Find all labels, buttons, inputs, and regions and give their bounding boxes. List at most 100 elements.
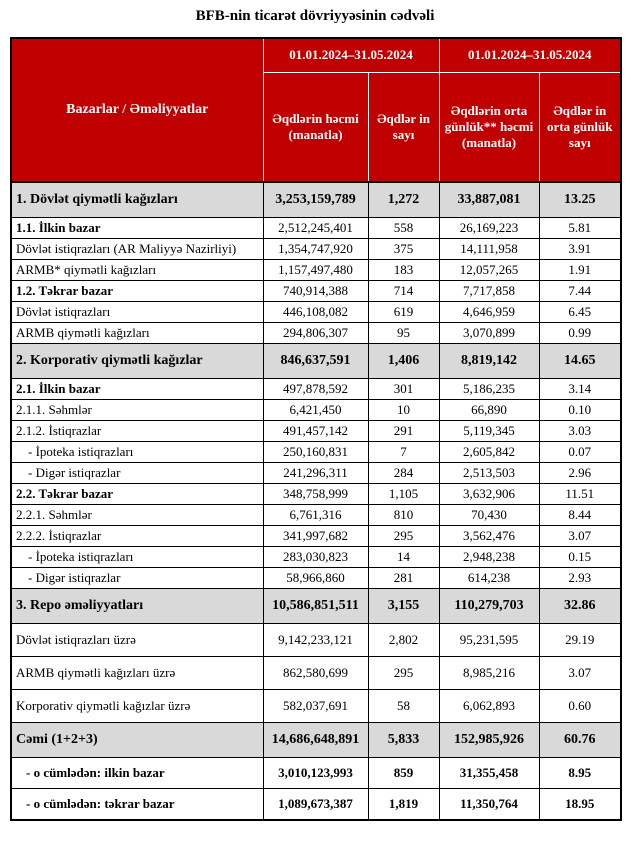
row-value: 13.25 (538, 181, 622, 218)
row-value: 281 (367, 567, 440, 589)
table-row: 1. Dövlət qiymətli kağızları 3,253,159,78… (10, 181, 622, 218)
row-value: 8,985,216 (438, 656, 540, 690)
row-value: 3,155 (367, 588, 440, 624)
row-value: 4,646,959 (438, 301, 540, 323)
table-row: 1.1. İlkin bazar 2,512,245,401 558 26,169,2… (10, 217, 622, 239)
row-value: 70,430 (438, 504, 540, 526)
row-value: 3.91 (538, 238, 622, 260)
row-value: 2,513,503 (438, 462, 540, 484)
row-label: - o cümlədən: ilkin bazar (10, 757, 264, 789)
row-value: 6,062,893 (438, 689, 540, 723)
row-value: 0.10 (538, 399, 622, 421)
table-row: 2.2.2. İstiqrazlar 341,997,682 295 3,562,47… (10, 525, 622, 547)
row-value: 0.60 (538, 689, 622, 723)
row-label: 2.1.1. Səhmlər (10, 399, 264, 421)
row-label: 1. Dövlət qiymətli kağızları (10, 181, 264, 218)
table-row: - o cümlədən: ilkin bazar 3,010,123,993 85… (10, 757, 622, 789)
row-value: 14,686,648,891 (262, 722, 369, 758)
row-value: 5,186,235 (438, 378, 540, 400)
row-value: 1,157,497,480 (262, 259, 369, 281)
table-row: 2.2. Təkrar bazar 348,758,999 1,105 3,632,9… (10, 483, 622, 505)
row-value: 11.51 (538, 483, 622, 505)
row-value: 3.14 (538, 378, 622, 400)
table-row: - Digər istiqrazlar 241,296,311 284 2,513,5… (10, 462, 622, 484)
table-row: ARMB* qiymətli kağızları 1,157,497,480 183… (10, 259, 622, 281)
row-value: 3,562,476 (438, 525, 540, 547)
row-value: 1,819 (367, 788, 440, 821)
table-row: 2.1.1. Səhmlər 6,421,450 10 66,890 0.10 (10, 399, 622, 421)
row-label: Dövlət istiqrazları (10, 301, 264, 323)
period-header-2: 01.01.2024–31.05.2024 (438, 37, 622, 73)
row-value: 95 (367, 322, 440, 344)
row-value: 2,512,245,401 (262, 217, 369, 239)
row-value: 2.96 (538, 462, 622, 484)
row-label: 2.1. İlkin bazar (10, 378, 264, 400)
table-row: 3. Repo əməliyyatları 10,586,851,511 3,155… (10, 588, 622, 624)
row-value: 18.95 (538, 788, 622, 821)
row-value: 740,914,388 (262, 280, 369, 302)
row-value: 31,355,458 (438, 757, 540, 789)
row-value: 714 (367, 280, 440, 302)
row-value: 614,238 (438, 567, 540, 589)
row-label: - o cümlədən: təkrar bazar (10, 788, 264, 821)
row-value: 11,350,764 (438, 788, 540, 821)
row-label: ARMB* qiymətli kağızları (10, 259, 264, 281)
row-value: 619 (367, 301, 440, 323)
row-value: 2,605,842 (438, 441, 540, 463)
row-label: Dövlət istiqrazları (AR Maliyyə Nazirliy… (10, 238, 264, 260)
table-row: 2.2.1. Səhmlər 6,761,316 810 70,430 8.44 (10, 504, 622, 526)
table-row: 2.1. İlkin bazar 497,878,592 301 5,186,235 3… (10, 378, 622, 400)
row-value: 14,111,958 (438, 238, 540, 260)
table-row: Dövlət istiqrazları 446,108,082 619 4,646,9… (10, 301, 622, 323)
row-value: 60.76 (538, 722, 622, 758)
row-label: 1.2. Təkrar bazar (10, 280, 264, 302)
row-value: 283,030,823 (262, 546, 369, 568)
row-value: 1,089,673,387 (262, 788, 369, 821)
period-header-1: 01.01.2024–31.05.2024 (262, 37, 440, 73)
row-value: 2,948,238 (438, 546, 540, 568)
page-title: BFB-nin ticarət dövriyyəsinin cədvəli (195, 8, 435, 24)
column-header-deal-count: Əqdlər in sayı (367, 71, 440, 183)
row-label: Korporativ qiymətli kağızlar üzrə (10, 689, 264, 723)
row-label: - Digər istiqrazlar (10, 462, 264, 484)
row-value: 846,637,591 (262, 343, 369, 379)
row-value: 375 (367, 238, 440, 260)
row-value: 2,802 (367, 623, 440, 657)
column-header-avg-daily-volume: Əqdlərin orta günlük** həcmi (manatla) (438, 71, 540, 183)
row-value: 6.45 (538, 301, 622, 323)
row-label: 2.1.2. İstiqrazlar (10, 420, 264, 442)
row-label: ARMB qiymətli kağızları üzrə (10, 656, 264, 690)
table-row: Korporativ qiymətli kağızlar üzrə 582,037… (10, 689, 622, 723)
trade-turnover-table: Bazarlar / Əməliyyatlar 01.01.2024–31.05… (10, 37, 622, 821)
row-label: 1.1. İlkin bazar (10, 217, 264, 239)
row-value: 491,457,142 (262, 420, 369, 442)
column-header-deal-volume: Əqdlərin həcmi (manatla) (262, 71, 369, 183)
row-value: 1,406 (367, 343, 440, 379)
row-value: 8.95 (538, 757, 622, 789)
table-row: 2. Korporativ qiymətli kağızlar 846,637,5… (10, 343, 622, 379)
row-value: 3.07 (538, 656, 622, 690)
row-value: 341,997,682 (262, 525, 369, 547)
row-value: 348,758,999 (262, 483, 369, 505)
row-label: Cəmi (1+2+3) (10, 722, 264, 758)
row-value: 3,632,906 (438, 483, 540, 505)
table-row: - Digər istiqrazlar 58,966,860 281 614,238 2… (10, 567, 622, 589)
row-value: 33,887,081 (438, 181, 540, 218)
row-value: 0.15 (538, 546, 622, 568)
table-row: ARMB qiymətli kağızları üzrə 862,580,699 2… (10, 656, 622, 690)
table-row: ARMB qiymətli kağızları 294,806,307 95 3,07… (10, 322, 622, 344)
row-label: 3. Repo əməliyyatları (10, 588, 264, 624)
row-value: 95,231,595 (438, 623, 540, 657)
table-row: Dövlət istiqrazları (AR Maliyyə Nazirliy… (10, 238, 622, 260)
table-row: - o cümlədən: təkrar bazar 1,089,673,387 1… (10, 788, 622, 821)
row-value: 6,761,316 (262, 504, 369, 526)
row-value: 301 (367, 378, 440, 400)
row-label: 2.2. Təkrar bazar (10, 483, 264, 505)
row-value: 250,160,831 (262, 441, 369, 463)
row-value: 7 (367, 441, 440, 463)
row-value: 0.07 (538, 441, 622, 463)
row-value: 446,108,082 (262, 301, 369, 323)
row-value: 14.65 (538, 343, 622, 379)
row-value: 3,070,899 (438, 322, 540, 344)
